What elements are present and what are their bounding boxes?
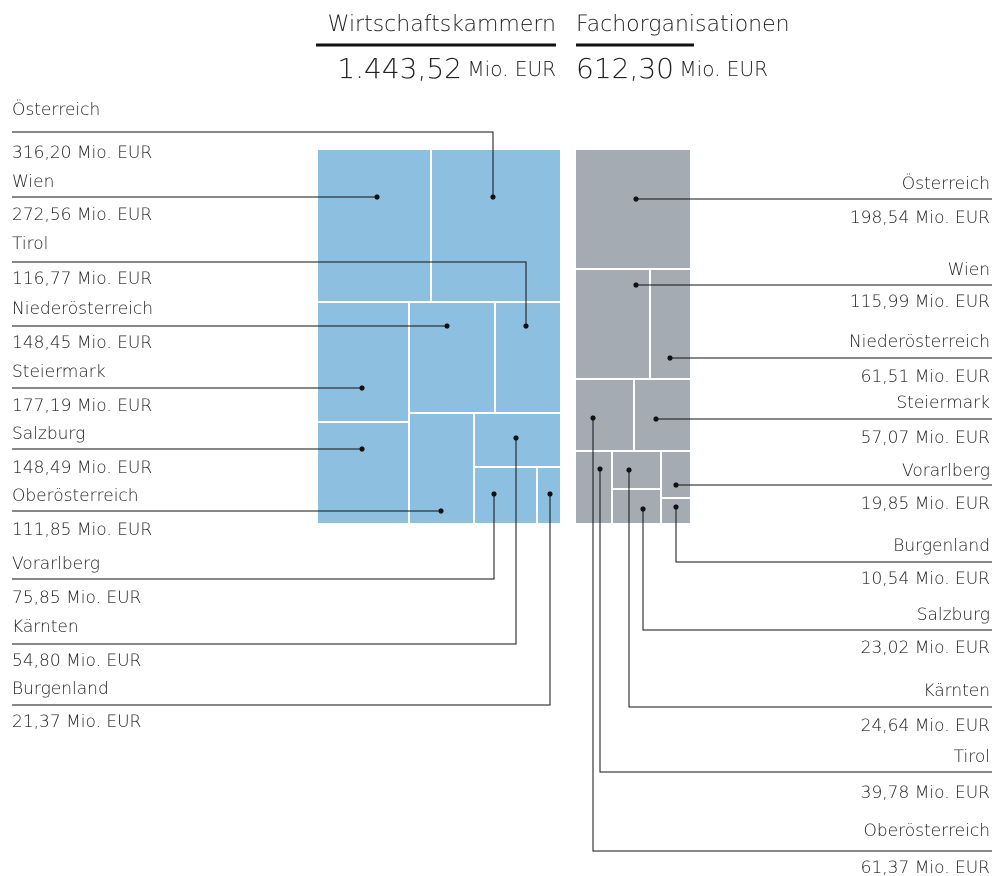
item-value: 61,37 Mio. EUR xyxy=(861,858,990,876)
item-value: 177,19 Mio. EUR xyxy=(12,396,152,416)
tile xyxy=(662,452,690,497)
total-number: 1.443,52 xyxy=(337,52,462,85)
leader-dot xyxy=(597,466,603,472)
item-name: Burgenland xyxy=(893,536,990,556)
leader-dot xyxy=(513,435,519,441)
item-name: Vorarlberg xyxy=(12,554,100,574)
item-value: 111,85 Mio. EUR xyxy=(12,520,152,540)
leader-dot xyxy=(633,282,639,288)
item-value: 21,37 Mio. EUR xyxy=(12,712,141,732)
tile xyxy=(318,303,408,421)
leader-line xyxy=(675,507,992,563)
item-name: Österreich xyxy=(902,172,990,194)
item-name: Wien xyxy=(12,172,54,192)
tile xyxy=(318,150,430,301)
item-name: Burgenland xyxy=(12,679,109,699)
item-value: 75,85 Mio. EUR xyxy=(12,588,141,608)
tile xyxy=(410,414,473,523)
leader-line xyxy=(12,131,494,197)
item-value: 23,02 Mio. EUR xyxy=(861,638,990,658)
leader-dot xyxy=(438,508,444,514)
leader-dot xyxy=(491,491,497,497)
item-name: Wien xyxy=(948,260,990,280)
leader-dot xyxy=(490,194,496,200)
leader-dot xyxy=(590,415,596,421)
panel-total: 1.443,52 Mio. EUR xyxy=(337,52,556,85)
item-value: 198,54 Mio. EUR xyxy=(850,208,990,228)
panel-title: Fachorganisationen xyxy=(576,12,790,37)
panel-title: Wirtschaftskammern xyxy=(328,12,556,37)
item-value: 57,07 Mio. EUR xyxy=(861,428,990,448)
tile xyxy=(410,303,494,412)
item-value: 148,49 Mio. EUR xyxy=(12,458,152,478)
item-name: Tirol xyxy=(12,234,48,254)
tile xyxy=(475,468,536,523)
leader-dot xyxy=(547,491,553,497)
item-value: 19,85 Mio. EUR xyxy=(861,494,990,514)
leader-line xyxy=(12,261,527,326)
item-value: 54,80 Mio. EUR xyxy=(12,651,141,671)
item-value: 39,78 Mio. EUR xyxy=(861,783,990,803)
leader-dot xyxy=(673,504,679,510)
leader-dot xyxy=(444,323,450,329)
item-name: Oberösterreich xyxy=(863,821,990,841)
total-unit: Mio. EUR xyxy=(679,57,768,81)
leader-dot xyxy=(523,323,529,329)
tile xyxy=(613,490,660,523)
item-value: 24,64 Mio. EUR xyxy=(861,716,990,736)
tile xyxy=(613,452,660,488)
leader-dot xyxy=(673,482,679,488)
leader-dot xyxy=(626,467,632,473)
item-value: 116,77 Mio. EUR xyxy=(12,269,152,289)
leader-dot xyxy=(667,355,673,361)
item-name: Niederösterreich xyxy=(12,299,153,319)
leader-line xyxy=(592,418,992,852)
leader-line xyxy=(12,494,495,580)
leader-dot xyxy=(653,416,659,422)
total-unit: Mio. EUR xyxy=(467,57,556,81)
item-name: Salzburg xyxy=(12,424,85,444)
tile xyxy=(318,423,408,523)
total-number: 612,30 xyxy=(576,52,674,85)
tile xyxy=(635,380,690,450)
leader-dot xyxy=(640,506,646,512)
item-name: Österreich xyxy=(12,98,100,120)
tile xyxy=(576,150,690,268)
item-value: 10,54 Mio. EUR xyxy=(861,569,990,589)
leader-dot xyxy=(359,446,365,452)
item-value: 272,56 Mio. EUR xyxy=(12,205,152,225)
item-name: Kärnten xyxy=(923,681,990,701)
leader-dot xyxy=(374,194,380,200)
leader-line xyxy=(12,438,517,645)
item-name: Kärnten xyxy=(12,617,79,637)
leader-line xyxy=(12,494,551,706)
leader-line xyxy=(599,469,992,773)
item-name: Oberösterreich xyxy=(12,486,139,506)
tile xyxy=(576,380,633,450)
item-value: 148,45 Mio. EUR xyxy=(12,333,152,353)
tile xyxy=(496,303,560,412)
item-name: Niederösterreich xyxy=(849,332,990,352)
leader-line xyxy=(628,470,992,708)
item-name: Vorarlberg xyxy=(902,461,990,481)
item-value: 61,51 Mio. EUR xyxy=(861,367,990,387)
item-name: Tirol xyxy=(954,747,990,767)
item-value: 115,99 Mio. EUR xyxy=(850,292,990,312)
leader-dot xyxy=(359,385,365,391)
leader-dot xyxy=(633,196,639,202)
item-name: Salzburg xyxy=(917,605,990,625)
tile xyxy=(651,270,690,378)
item-name: Steiermark xyxy=(896,393,990,413)
item-value: 316,20 Mio. EUR xyxy=(12,143,152,163)
panel-total: 612,30 Mio. EUR xyxy=(576,52,768,85)
tile xyxy=(576,270,649,378)
leader-line xyxy=(642,509,992,631)
item-name: Steiermark xyxy=(12,362,106,382)
tile xyxy=(432,150,560,301)
